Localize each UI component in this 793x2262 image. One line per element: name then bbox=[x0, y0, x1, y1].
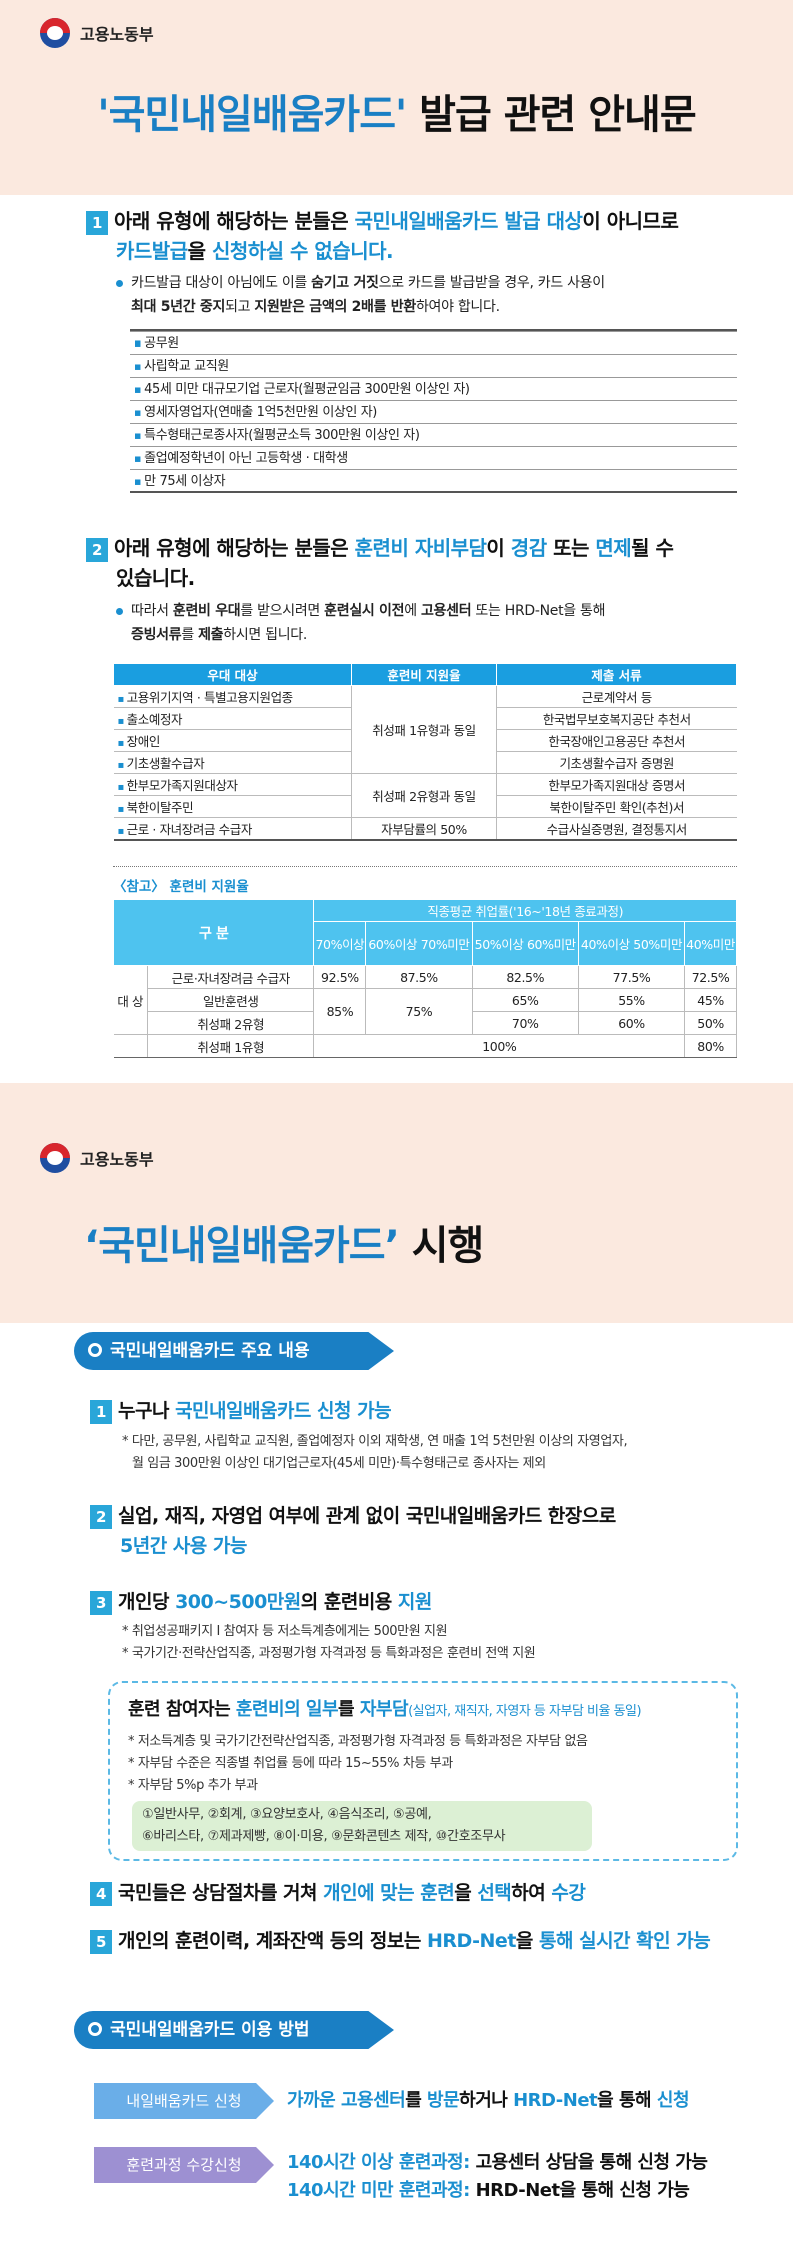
number-badge: 3 bbox=[90, 1590, 112, 1615]
item2-bullet: 따라서 훈련비 우대를 받으시려면 훈련실시 이전에 고용센터 또는 HRD-N… bbox=[116, 599, 741, 647]
ministry-name: 고용노동부 bbox=[80, 25, 154, 44]
table-row: 일반훈련생 85% 75% 65% 55% 45% bbox=[114, 988, 737, 1035]
list-item: 공무원 bbox=[130, 332, 737, 355]
point-5: 5 개인의 훈련이력, 계좌잔액 등의 정보는 HRD-Net을 통해 실시간 확… bbox=[90, 1926, 711, 1956]
excluded-list: 공무원 사립학교 교직원 45세 미만 대규모기업 근로자(월평균임금 300만… bbox=[130, 329, 737, 493]
bullet-icon bbox=[116, 279, 123, 287]
number-badge: 1 bbox=[86, 210, 108, 235]
circle-icon bbox=[88, 2022, 102, 2036]
ministry-logo: 고용노동부 bbox=[40, 18, 154, 48]
section-pill-main: 국민내일배움카드 주요 내용 bbox=[74, 1332, 394, 1370]
list-item: 사립학교 교직원 bbox=[130, 355, 737, 378]
table-row: 한부모가족지원대상자 취성패 2유형과 동일 한부모가족지원대상 증명서 bbox=[113, 773, 737, 818]
list-item: 졸업예정학년이 아닌 고등학생 · 대학생 bbox=[130, 447, 737, 470]
number-badge: 4 bbox=[90, 1881, 112, 1906]
table-row: 대 상 근로·자녀장려금 수급자 92.5% 87.5% 82.5% 77.5%… bbox=[113, 965, 737, 1035]
table-row: 취성패 1유형 100% 80% bbox=[113, 1034, 737, 1058]
number-badge: 2 bbox=[86, 537, 108, 562]
item1-heading: 1 아래 유형에 해당하는 분들은 국민내일배움카드 발급 대상이 아니므로 카드… bbox=[86, 206, 736, 266]
implementation-section: 고용노동부 ‘국민내일배움카드’ 시행 국민내일배움카드 주요 내용 1 누구나 … bbox=[0, 1083, 793, 2262]
circle-icon bbox=[88, 1343, 102, 1357]
point-3: 3 개인당 300~500만원의 훈련비용 지원 bbox=[90, 1587, 432, 1617]
ministry-logo: 고용노동부 bbox=[40, 1143, 154, 1173]
bullet-icon bbox=[116, 607, 123, 615]
jobs-list: ①일반사무, ②회계, ③요양보호사, ④음식조리, ⑤공예, ⑥바리스타, ⑦… bbox=[132, 1801, 592, 1851]
list-item: 영세자영업자(연매출 1억5천만원 이상인 자) bbox=[130, 401, 737, 424]
table-row: 고용위기지역 · 특별고용지원업종 취성패 1유형과 동일 근로계약서 등 bbox=[113, 685, 737, 774]
preference-table: 우대 대상 훈련비 지원율 제출 서류 고용위기지역 · 특별고용지원업종 취성… bbox=[113, 663, 737, 841]
course-register-text: 140시간 이상 훈련과정: 고용센터 상담을 통해 신청 가능 140시간 미… bbox=[287, 2152, 708, 2201]
notice-section: 고용노동부 '국민내일배움카드' 발급 관련 안내문 1 아래 유형에 해당하는 … bbox=[0, 0, 793, 1080]
list-item: 특수형태근로종사자(월평균소득 300만원 이상인 자) bbox=[130, 424, 737, 447]
point-2: 2 실업, 재직, 자영업 여부에 관계 없이 국민내일배움카드 한장으로 5년간… bbox=[90, 1501, 616, 1561]
item1-bullet: 카드발급 대상이 아님에도 이를 숨기고 거짓으로 카드를 발급받을 경우, 카… bbox=[116, 271, 741, 319]
page-title: ‘국민내일배움카드’ 시행 bbox=[84, 1223, 484, 1269]
ministry-name: 고용노동부 bbox=[80, 1150, 154, 1169]
taegeuk-icon bbox=[40, 18, 70, 48]
header-band bbox=[0, 1083, 793, 1323]
list-item: 45세 미만 대규모기업 근로자(월평균임금 300만원 이상인 자) bbox=[130, 378, 737, 401]
support-rate-table: 구 분 직종평균 취업률('16~'18년 종료과정) 70%이상 60%이상 … bbox=[112, 899, 737, 1058]
taegeuk-icon bbox=[40, 1143, 70, 1173]
number-badge: 1 bbox=[90, 1399, 112, 1424]
divider bbox=[113, 866, 737, 867]
header-band bbox=[0, 0, 793, 195]
table-row: 취성패 2유형 70% 60% 50% bbox=[114, 1011, 737, 1035]
card-apply-text: 가까운 고용센터를 방문하거나 HRD-Net을 통해 신청 bbox=[287, 2090, 690, 2111]
item2-heading: 2 아래 유형에 해당하는 분들은 훈련비 자비부담이 경감 또는 면제될 수 있… bbox=[86, 533, 736, 593]
number-badge: 5 bbox=[90, 1929, 112, 1954]
table-row: 근로 · 자녀장려금 수급자 자부담률의 50% 수급사실증명원, 결정통지서 bbox=[113, 817, 737, 840]
point-1: 1 누구나 국민내일배움카드 신청 가능 bbox=[90, 1396, 392, 1426]
course-register-label: 훈련과정 수강신청 bbox=[94, 2147, 274, 2183]
point-1-note: * 다만, 공무원, 사립학교 교직원, 졸업예정자 이외 재학생, 연 매출 … bbox=[122, 1434, 628, 1471]
page-title: '국민내일배움카드' 발급 관련 안내문 bbox=[97, 92, 696, 138]
number-badge: 2 bbox=[90, 1504, 112, 1529]
self-pay-box: 훈련 참여자는 훈련비의 일부를 자부담(실업자, 재직자, 자영자 등 자부담… bbox=[108, 1681, 738, 1861]
point-4: 4 국민들은 상담절차를 거쳐 개인에 맞는 훈련을 선택하여 수강 bbox=[90, 1878, 586, 1908]
reference-label: 〈참고〉 훈련비 지원율 bbox=[113, 879, 249, 895]
point-3-note: * 취업성공패키지 Ⅰ 참여자 등 저소득계층에게는 500만원 지원 * 국가… bbox=[122, 1624, 536, 1661]
section-pill-usage: 국민내일배움카드 이용 방법 bbox=[74, 2011, 394, 2049]
list-item: 만 75세 이상자 bbox=[130, 470, 737, 493]
card-apply-label: 내일배움카드 신청 bbox=[94, 2083, 274, 2119]
